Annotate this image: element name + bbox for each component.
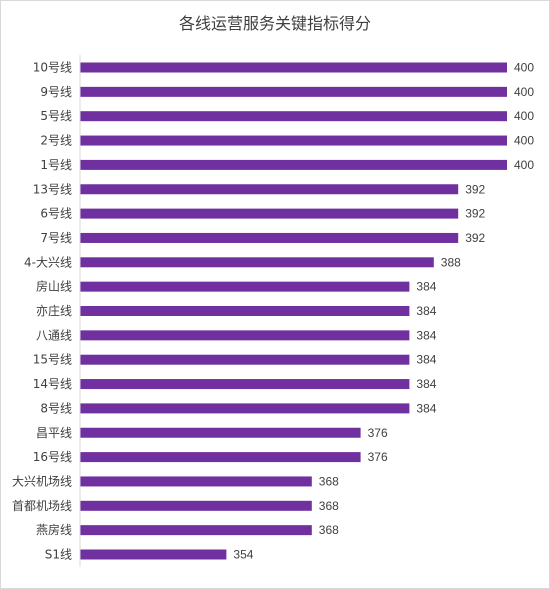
- data-label: 384: [416, 401, 436, 415]
- data-label: 388: [441, 255, 461, 269]
- category-label: 9号线: [40, 85, 72, 99]
- category-label: 7号线: [40, 231, 72, 245]
- data-label: 376: [368, 450, 388, 464]
- category-label: 4-大兴线: [24, 255, 72, 269]
- category-label: 6号线: [40, 207, 72, 221]
- bar: [80, 159, 507, 170]
- category-label: 房山线: [36, 279, 72, 294]
- bar: [80, 500, 312, 511]
- data-label: 376: [368, 426, 388, 440]
- category-label: 16号线: [33, 450, 72, 464]
- bar: [80, 452, 361, 463]
- data-label: 354: [233, 548, 253, 562]
- category-label: 首都机场线: [12, 499, 72, 513]
- category-label: 昌平线: [36, 426, 72, 440]
- data-label: 400: [514, 85, 534, 99]
- data-label: 400: [514, 109, 534, 123]
- bar: [80, 330, 410, 341]
- data-label: 384: [416, 280, 436, 294]
- bar: [80, 379, 410, 390]
- data-label: 392: [465, 182, 485, 196]
- data-label: 368: [319, 474, 339, 488]
- bar: [80, 62, 507, 73]
- bar: [80, 184, 459, 195]
- data-label: 400: [514, 134, 534, 148]
- data-label: 400: [514, 61, 534, 75]
- data-label: 384: [416, 353, 436, 367]
- data-label: 392: [465, 231, 485, 245]
- category-label: S1线: [45, 548, 72, 562]
- chart-title: 各线运营服务关键指标得分: [178, 14, 371, 33]
- category-label: 5号线: [40, 109, 72, 123]
- category-label: 14号线: [33, 377, 72, 391]
- bar: [80, 232, 459, 243]
- category-label: 亦庄线: [36, 303, 72, 318]
- bar: [80, 403, 410, 414]
- bar: [80, 135, 507, 146]
- bar: [80, 354, 410, 365]
- data-label: 368: [319, 523, 339, 537]
- bar: [80, 427, 361, 438]
- data-label: 384: [416, 304, 436, 318]
- data-label: 368: [319, 499, 339, 513]
- bar: [80, 86, 507, 97]
- bar: [80, 306, 410, 316]
- category-label: 2号线: [40, 134, 72, 148]
- data-label: 392: [465, 207, 485, 221]
- category-label: 1号线: [40, 158, 72, 172]
- data-label: 400: [514, 158, 534, 172]
- data-label: 384: [416, 328, 436, 342]
- bar: [80, 281, 410, 292]
- category-label: 八通线: [36, 328, 72, 342]
- category-label: 13号线: [33, 182, 72, 196]
- bar: [80, 476, 312, 487]
- bar: [80, 525, 312, 536]
- bar: [80, 549, 227, 560]
- category-label: 燕房线: [36, 522, 72, 537]
- category-label: 15号线: [33, 353, 72, 367]
- bar: [80, 257, 434, 268]
- category-label: 大兴机场线: [12, 474, 72, 488]
- data-label: 384: [416, 377, 436, 391]
- category-label: 10号线: [33, 61, 72, 75]
- bar: [80, 111, 507, 122]
- category-label: 8号线: [40, 401, 72, 415]
- bar: [80, 208, 459, 219]
